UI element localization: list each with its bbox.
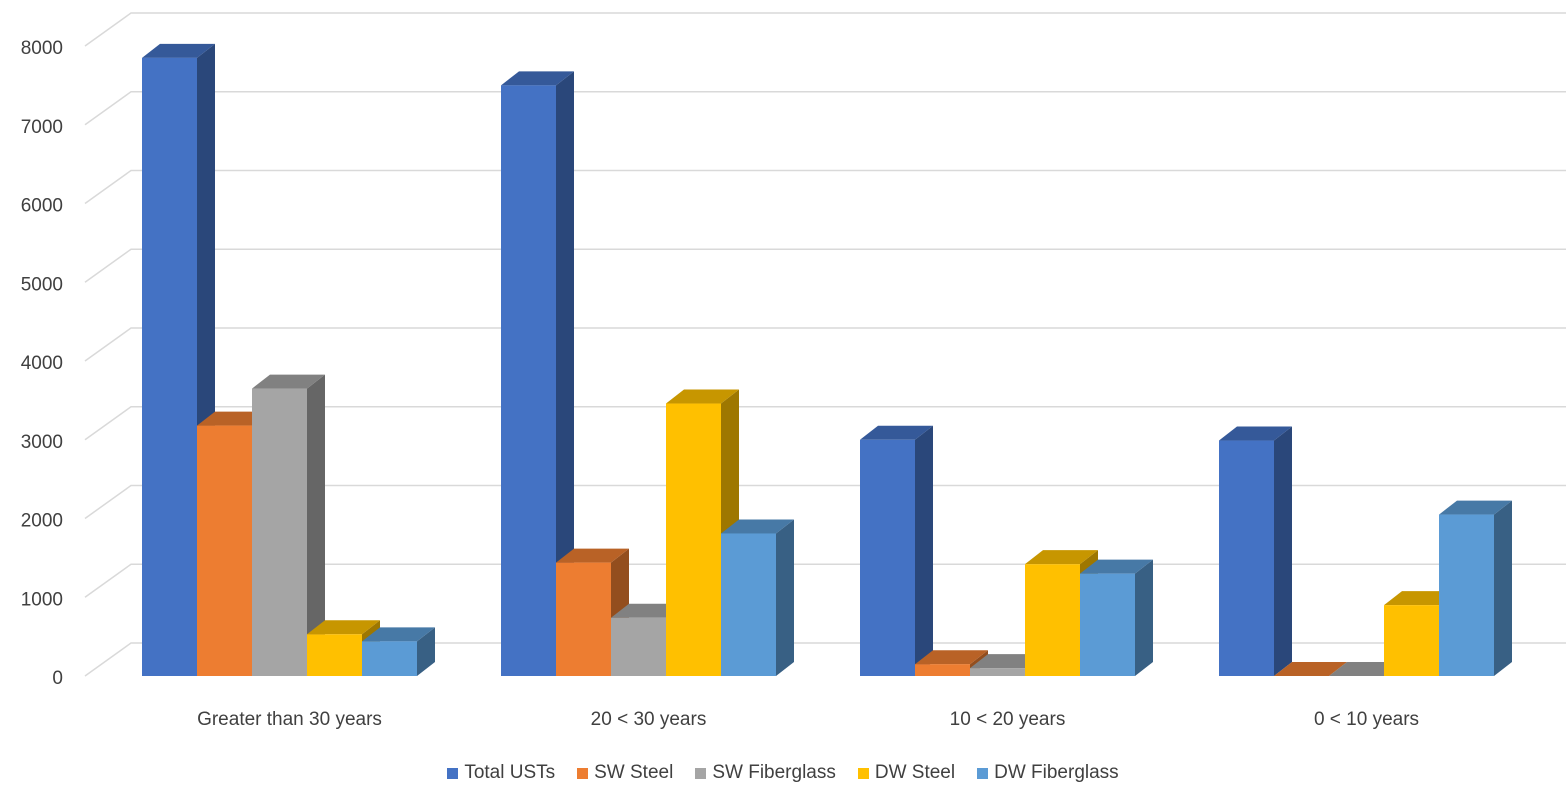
bar-top (1384, 591, 1457, 606)
legend-item: SW Fiberglass (695, 762, 836, 784)
bar-side (1135, 559, 1153, 676)
bar-side (307, 374, 325, 676)
bar-front (915, 664, 970, 676)
bar-front (556, 562, 611, 676)
bar-top (860, 425, 933, 440)
x-tick-label: 20 < 30 years (591, 709, 707, 730)
legend: Total USTs SW Steel SW Fiberglass DW Steel D… (0, 762, 1566, 784)
bar-side (915, 425, 933, 676)
bar-top (1025, 550, 1098, 565)
bar-top (1274, 662, 1347, 676)
gridline (84, 91, 1566, 126)
bar-top (1439, 500, 1512, 515)
bar-front (307, 634, 362, 676)
bar (1439, 500, 1512, 676)
legend-label: Total USTs (464, 762, 556, 783)
gridline (84, 406, 1566, 441)
y-tick-label: 4000 (21, 353, 63, 374)
bar-front (666, 403, 721, 676)
y-tick-label: 0 (52, 668, 63, 689)
x-tick-label: 0 < 10 years (1314, 709, 1419, 730)
x-axis-labels: Greater than 30 years 20 < 30 years 10 < 2… (197, 709, 1419, 730)
bar-top (1329, 662, 1402, 676)
bar-side (417, 627, 435, 676)
legend-swatch (857, 767, 869, 779)
bar-front (1025, 564, 1080, 676)
bar-front (1080, 573, 1135, 676)
legend-label: DW Fiberglass (994, 762, 1119, 783)
bar-front (1384, 605, 1439, 676)
y-tick-label: 8000 (21, 38, 63, 59)
bar-top (721, 519, 794, 534)
bar-front (721, 533, 776, 676)
bar-front (501, 85, 556, 676)
bar-front (197, 425, 252, 676)
bar (1219, 426, 1292, 676)
bar (362, 627, 435, 676)
bar-side (1494, 500, 1512, 676)
bar (501, 71, 574, 676)
x-tick-label: 10 < 20 years (950, 709, 1066, 730)
bar-side (1274, 426, 1292, 676)
bar-top (970, 654, 1043, 669)
legend-swatch (577, 767, 589, 779)
bar-top (501, 71, 574, 86)
y-tick-label: 2000 (21, 511, 63, 532)
bar-front (1219, 440, 1274, 676)
bar-top (362, 627, 435, 642)
y-axis-ticks: 0 1000 2000 3000 4000 5000 6000 7000 8000 (21, 38, 63, 689)
legend-swatch (447, 767, 459, 779)
bar-front (970, 668, 1025, 676)
legend-item: SW Steel (577, 762, 673, 784)
bar-top (556, 548, 629, 563)
legend-label: SW Steel (594, 762, 674, 783)
bar-top (252, 374, 325, 389)
bar-front (252, 388, 307, 676)
gridlines (84, 12, 1566, 677)
y-tick-label: 3000 (21, 432, 63, 453)
bar-top (611, 603, 684, 618)
legend-item: DW Steel (857, 762, 956, 784)
gridline (84, 12, 1566, 47)
bar-top (307, 620, 380, 635)
bar-side (556, 71, 574, 676)
gridline (84, 327, 1566, 362)
bars (142, 43, 1512, 676)
bar-top (915, 650, 988, 665)
bar (252, 374, 325, 676)
bar-front (1439, 514, 1494, 676)
legend-label: SW Fiberglass (712, 762, 836, 783)
y-tick-label: 7000 (21, 117, 63, 138)
y-tick-label: 1000 (21, 589, 63, 610)
bar-front (142, 57, 197, 676)
bar-top (1219, 426, 1292, 441)
legend-label: DW Steel (874, 762, 956, 783)
bar-top (142, 43, 215, 58)
gridline (84, 169, 1566, 205)
bar (1329, 662, 1402, 676)
bar-side (776, 519, 794, 676)
bar-front (860, 439, 915, 676)
bar (1274, 662, 1347, 676)
gridline (84, 248, 1566, 283)
bar (860, 425, 933, 676)
legend-swatch (695, 767, 707, 779)
bar-top (197, 411, 270, 426)
bar (721, 519, 794, 676)
bar-top (1080, 559, 1153, 574)
y-tick-label: 5000 (21, 274, 63, 295)
legend-swatch (977, 767, 989, 779)
x-tick-label: Greater than 30 years (197, 709, 382, 730)
gridline (84, 484, 1566, 520)
y-tick-label: 6000 (21, 196, 63, 217)
legend-item: Total USTs (447, 762, 555, 784)
bar-front (611, 617, 666, 676)
bar-top (666, 389, 739, 404)
legend-item: DW Fiberglass (977, 762, 1119, 784)
bar (1080, 559, 1153, 676)
bar-front (362, 641, 417, 676)
